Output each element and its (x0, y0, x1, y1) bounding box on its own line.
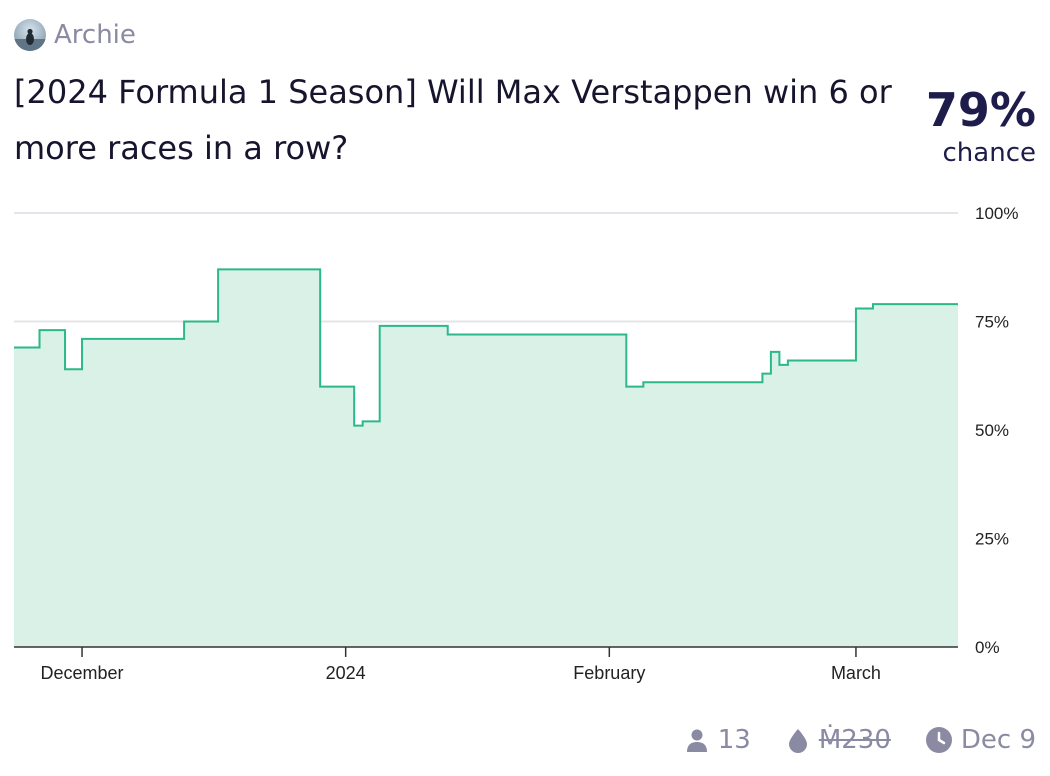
traders-count: 13 (717, 725, 751, 755)
x-tick-label: December (41, 663, 124, 683)
x-tick-label: February (573, 663, 645, 683)
close-date-stat[interactable]: Dec 9 (925, 725, 1036, 755)
clock-icon (925, 727, 952, 753)
market-title: [2024 Formula 1 Season] Will Max Verstap… (14, 73, 892, 167)
avatar[interactable] (14, 19, 46, 51)
x-tick-label: March (831, 663, 881, 683)
y-tick-label: 100% (975, 204, 1018, 223)
volume-amount: Ṁ230 (818, 725, 891, 755)
y-tick-label: 50% (975, 421, 1009, 440)
probability-chart[interactable]: 100% 75% 50% 25% 0% December 2024 February March (0, 190, 1050, 700)
droplet-icon (788, 729, 807, 753)
probability-panel: 79% chance (926, 84, 1036, 170)
probability-area (14, 269, 958, 647)
y-tick-label: 0% (975, 638, 1000, 657)
market-stats: 13 Ṁ230 Dec 9 (650, 720, 1036, 760)
y-tick-label: 75% (975, 313, 1009, 332)
author-name[interactable]: Archie (54, 20, 136, 50)
close-date: Dec 9 (960, 725, 1036, 755)
probability-label: chance (942, 138, 1036, 168)
traders-stat[interactable]: 13 (684, 725, 751, 755)
author[interactable]: Archie (14, 18, 136, 52)
volume-stat[interactable]: Ṁ230 (785, 725, 891, 755)
user-icon (686, 729, 707, 752)
probability-value: 79% (925, 83, 1036, 137)
y-tick-label: 25% (975, 530, 1009, 549)
x-tick-label: 2024 (326, 663, 366, 683)
probability-line (14, 268, 958, 427)
